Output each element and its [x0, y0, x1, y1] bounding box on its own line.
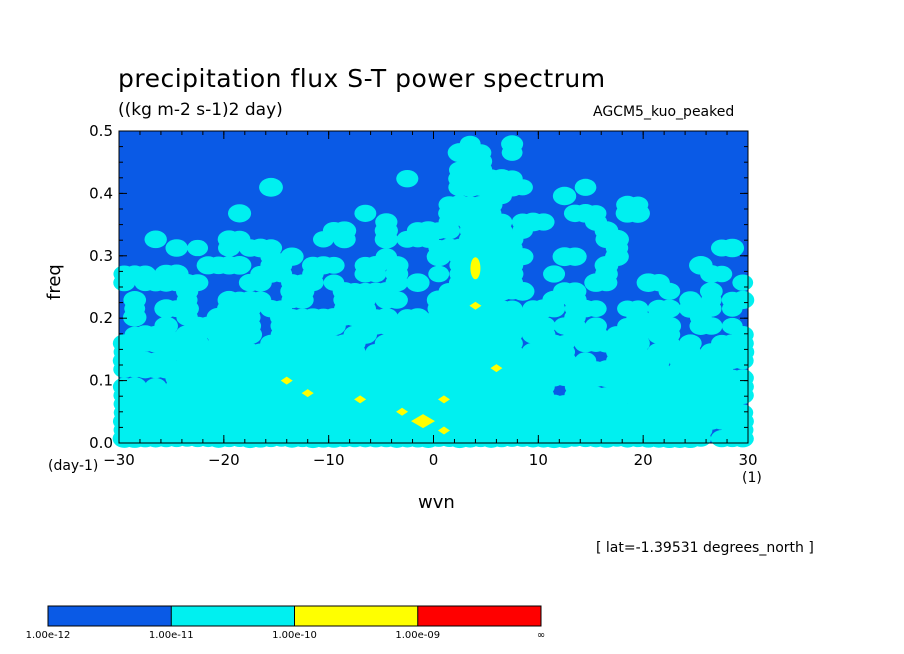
x-tick-label: 30	[738, 451, 757, 469]
x-tick-label: 20	[634, 451, 653, 469]
high-power-point	[301, 389, 314, 398]
cyan-contour	[333, 230, 356, 249]
cyan-contour	[227, 255, 252, 275]
cyan-contour	[405, 273, 430, 292]
cyan-contour	[563, 247, 587, 266]
high-power-point	[396, 407, 409, 416]
cyan-contour	[259, 177, 283, 197]
cyan-contour	[510, 281, 535, 301]
x-tick-label: −20	[208, 451, 240, 469]
high-power-point	[411, 414, 436, 429]
cyan-contour	[732, 274, 754, 291]
x-unit-label: (1)	[742, 470, 762, 486]
cyan-contour	[113, 274, 136, 292]
cyan-contour	[385, 291, 408, 309]
cyan-contour	[501, 144, 523, 161]
cyan-contour	[543, 265, 566, 283]
model-label: AGCM5_kuo_peaked	[593, 104, 735, 120]
colorbar-segment	[171, 606, 295, 626]
colorbar-label: 1.00e-12	[26, 630, 71, 641]
cyan-contour	[396, 169, 419, 188]
cyan-contour	[720, 238, 745, 258]
cyan-contour	[122, 308, 147, 327]
colorbar-label: 1.00e-10	[272, 630, 317, 641]
chart-title: precipitation flux S-T power spectrum	[118, 64, 606, 93]
cyan-contour	[700, 317, 723, 335]
cyan-contour	[144, 230, 167, 249]
cyan-contour	[218, 239, 241, 257]
cyan-contour	[354, 204, 377, 222]
cyan-contour	[438, 222, 461, 240]
y-tick-label: 0.0	[89, 434, 113, 452]
cyan-contour	[323, 256, 345, 274]
cyan-contour	[543, 299, 566, 318]
colorbar-label: 1.00e-11	[149, 630, 194, 641]
cyan-contour	[585, 300, 607, 318]
colorbar-segment	[417, 606, 541, 626]
cyan-contour	[512, 179, 533, 196]
cyan-contour	[249, 273, 272, 292]
colorbar-segment	[294, 606, 418, 626]
high-power-point	[437, 395, 450, 404]
cyan-contour	[227, 204, 252, 223]
cyan-contour	[187, 239, 209, 257]
colorbar-segment	[48, 606, 172, 626]
cyan-contour	[574, 178, 597, 196]
y-tick-label: 0.3	[89, 247, 113, 265]
high-power-point	[469, 301, 482, 310]
cyan-contour	[532, 213, 555, 231]
units-label: ((kg m-2 s-1)2 day)	[118, 100, 283, 120]
y-tick-label: 0.4	[89, 184, 113, 202]
x-tick-label: −30	[103, 451, 135, 469]
cyan-contour	[595, 274, 618, 292]
cyan-contour	[625, 203, 650, 223]
high-power-point	[470, 257, 481, 280]
cyan-contour	[690, 430, 712, 447]
cyan-contour	[711, 265, 733, 283]
high-power-point	[354, 395, 367, 404]
cyan-contour	[658, 282, 681, 300]
cyan-contour	[165, 239, 188, 257]
y-tick-label: 0.1	[89, 372, 113, 390]
cyan-contour	[731, 429, 754, 448]
cyan-contour	[365, 265, 387, 283]
y-tick-label: 0.5	[89, 122, 113, 140]
cyan-contour	[374, 230, 398, 249]
colorbar-label: 1.00e-09	[395, 630, 440, 641]
cyan-contour	[291, 291, 314, 309]
cyan-contour	[731, 352, 754, 370]
y-tick-label: 0.2	[89, 309, 113, 327]
x-axis-label: wvn	[418, 492, 455, 513]
cyan-contour	[428, 265, 450, 283]
latitude-annotation: [ lat=-1.39531 degrees_north ]	[596, 540, 814, 556]
colorbar-label: ∞	[537, 630, 545, 641]
high-power-point	[280, 376, 293, 385]
cyan-contour	[312, 231, 334, 248]
high-power-point	[490, 364, 503, 373]
x-tick-label: 10	[529, 451, 548, 469]
x-tick-label: −10	[313, 451, 345, 469]
cyan-contour	[721, 300, 743, 317]
y-unit-label: (day-1)	[48, 458, 99, 474]
cyan-contour	[426, 247, 451, 267]
x-tick-label: 0	[429, 451, 439, 469]
high-power-point	[437, 426, 450, 435]
cyan-contour	[552, 186, 577, 206]
